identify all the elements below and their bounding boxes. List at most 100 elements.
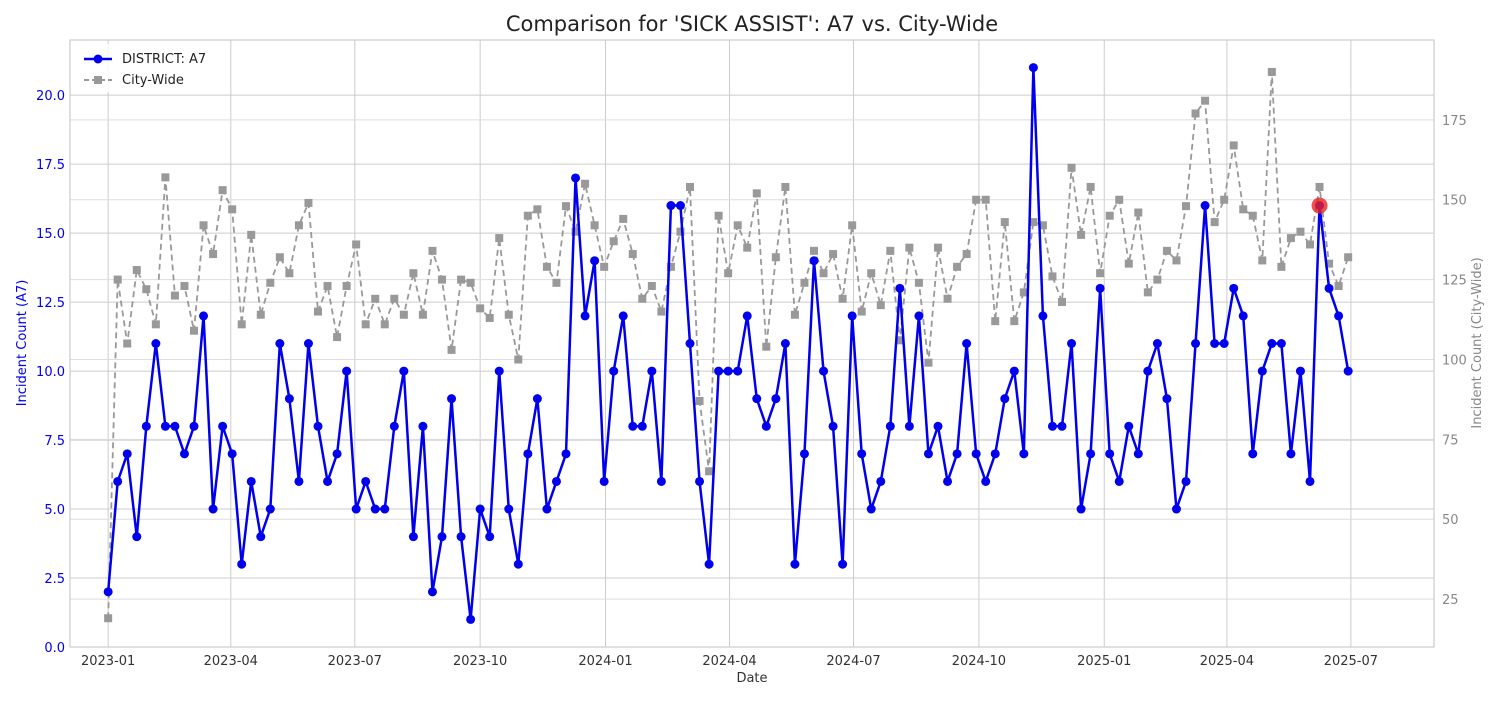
district-point xyxy=(628,421,638,431)
citywide-point xyxy=(790,310,799,319)
citywide-point xyxy=(1048,272,1057,281)
y-left-tick-label: 0.0 xyxy=(44,641,65,656)
district-point xyxy=(246,476,256,486)
district-point xyxy=(647,366,657,376)
district-point xyxy=(1105,449,1115,459)
chart-title: Comparison for 'SICK ASSIST': A7 vs. Cit… xyxy=(506,12,998,36)
citywide-point xyxy=(428,246,437,255)
district-point xyxy=(580,311,590,321)
y-axis-right-label: Incident Count (City-Wide) xyxy=(1470,257,1485,428)
citywide-point xyxy=(1239,205,1248,214)
district-point xyxy=(847,311,857,321)
citywide-point xyxy=(838,294,847,303)
citywide-point xyxy=(151,320,160,329)
citywide-point xyxy=(733,221,742,230)
district-point xyxy=(990,449,1000,459)
citywide-point xyxy=(361,320,370,329)
district-point xyxy=(389,421,399,431)
citywide-point xyxy=(829,250,838,259)
district-point xyxy=(637,421,647,431)
citywide-point xyxy=(647,281,656,290)
citywide-point xyxy=(390,294,399,303)
citywide-point xyxy=(781,182,790,191)
citywide-point xyxy=(905,243,914,252)
x-tick-label: 2023-10 xyxy=(453,654,507,669)
district-point xyxy=(876,476,886,486)
y-right-tick-label: 100 xyxy=(1442,353,1467,368)
district-point xyxy=(466,614,476,624)
y-right-tick-label: 75 xyxy=(1442,433,1459,448)
x-tick-label: 2023-01 xyxy=(81,654,135,669)
y-left-tick-label: 15.0 xyxy=(36,227,65,242)
x-tick-label: 2024-01 xyxy=(578,654,632,669)
district-point xyxy=(532,394,542,404)
district-point xyxy=(151,339,161,348)
district-point xyxy=(799,449,809,459)
citywide-point xyxy=(705,467,714,476)
legend-entry-district: DISTRICT: A7 xyxy=(84,52,206,67)
citywide-point xyxy=(485,313,494,322)
district-point xyxy=(342,366,352,376)
district-point xyxy=(609,366,619,376)
citywide-point xyxy=(914,278,923,287)
x-tick-label: 2023-07 xyxy=(328,654,382,669)
citywide-point xyxy=(247,230,256,239)
citywide-point xyxy=(323,281,332,290)
citywide-point xyxy=(209,250,218,259)
district-point xyxy=(790,559,800,569)
y-left-tick-label: 10.0 xyxy=(36,365,65,380)
y-left-tick-label: 17.5 xyxy=(36,158,65,173)
citywide-point xyxy=(752,189,761,198)
district-point xyxy=(1019,449,1029,459)
district-point xyxy=(1000,394,1010,404)
citywide-point xyxy=(1306,240,1314,249)
x-tick-label: 2025-04 xyxy=(1200,654,1254,669)
citywide-point xyxy=(848,221,857,230)
citywide-point xyxy=(1019,288,1028,297)
district-point xyxy=(189,421,199,431)
district-point xyxy=(1162,394,1172,404)
citywide-point xyxy=(438,275,446,284)
citywide-point xyxy=(1162,246,1171,255)
district-point xyxy=(571,173,581,183)
citywide-point xyxy=(170,291,179,300)
district-point xyxy=(256,532,266,542)
district-point xyxy=(141,421,151,431)
citywide-point xyxy=(1201,96,1210,105)
y-left-tick-label: 20.0 xyxy=(36,89,65,104)
y-left-tick-label: 12.5 xyxy=(36,296,65,311)
y-right-tick-label: 25 xyxy=(1442,593,1459,608)
district-point xyxy=(857,449,867,459)
district-point xyxy=(695,476,705,486)
citywide-point xyxy=(800,278,809,287)
district-point xyxy=(1200,201,1210,211)
citywide-point xyxy=(695,397,704,406)
district-point xyxy=(895,283,905,293)
district-point xyxy=(437,532,447,542)
district-point xyxy=(1286,449,1296,459)
citywide-point xyxy=(1220,195,1229,204)
citywide-point xyxy=(1277,262,1286,271)
district-point xyxy=(113,476,123,486)
district-point xyxy=(447,394,457,404)
highlight-point xyxy=(1311,197,1328,214)
district-point xyxy=(704,559,714,569)
district-point xyxy=(780,339,790,348)
district-point xyxy=(733,366,743,376)
district-point xyxy=(943,476,953,486)
citywide-point xyxy=(1115,195,1124,204)
citywide-point xyxy=(934,243,942,252)
district-point xyxy=(1038,311,1048,321)
district-point xyxy=(494,366,504,376)
citywide-point xyxy=(1258,256,1267,265)
citywide-point xyxy=(190,326,198,335)
x-tick-label: 2025-01 xyxy=(1077,654,1131,669)
district-point xyxy=(904,421,914,431)
citywide-point xyxy=(457,275,466,284)
citywide-point xyxy=(514,355,523,364)
y-right-tick-label: 125 xyxy=(1442,274,1467,289)
citywide-point xyxy=(581,179,590,188)
district-point xyxy=(666,201,676,211)
citywide-point xyxy=(895,336,904,345)
district-point xyxy=(418,421,428,431)
